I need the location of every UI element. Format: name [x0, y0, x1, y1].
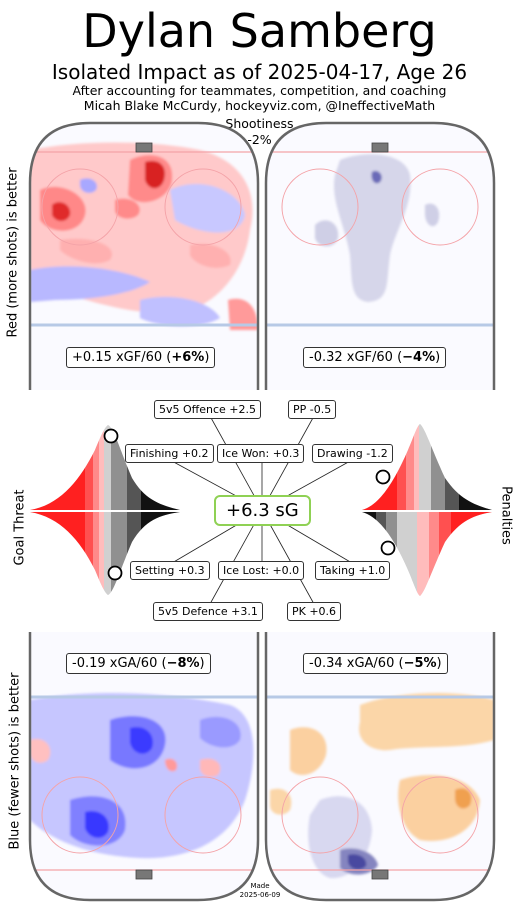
shootiness-value: -2%	[247, 132, 272, 147]
ice-won-component: Ice Won: +0.3	[217, 444, 305, 463]
ice-lost-component: Ice Lost: +0.0	[218, 561, 305, 580]
rink-offence-5v5	[30, 123, 258, 390]
pp-component: PP -0.5	[288, 400, 337, 419]
made-label: Made	[250, 882, 270, 890]
credit-line-2: Micah Blake McCurdy, hockeyviz.com, @Ine…	[83, 98, 436, 113]
defence-pk-box: -0.34 xGA/60 (−5%)	[303, 653, 448, 674]
credit-line-1: After accounting for teammates, competit…	[72, 83, 447, 98]
offence-5v5-box: +0.15 xGF/60 (+6%)	[66, 347, 216, 368]
finishing-component: Finishing +0.2	[125, 444, 214, 463]
taking-component: Taking +1.0	[315, 561, 391, 580]
offence-pp-box: -0.32 xGF/60 (−4%)	[303, 347, 447, 368]
defence-5v5-component: 5v5 Defence +3.1	[153, 602, 263, 621]
rink-defence-pk	[266, 632, 494, 900]
page-title: Dylan Samberg	[82, 4, 437, 58]
defence-5v5-box: -0.19 xGA/60 (−8%)	[66, 653, 211, 674]
pk-component: PK +0.6	[287, 602, 342, 621]
drawing-component: Drawing -1.2	[312, 444, 393, 463]
setting-component: Setting +0.3	[130, 561, 210, 580]
offence-5v5-component: 5v5 Offence +2.5	[154, 400, 262, 419]
shootiness-label: Shootiness	[225, 116, 294, 131]
made-date: 2025-06-09	[239, 891, 281, 899]
finishing-marker	[103, 428, 119, 444]
page-subtitle: Isolated Impact as of 2025-04-17, Age 26	[51, 60, 468, 84]
setting-marker	[107, 565, 123, 581]
taking-marker	[380, 540, 396, 556]
top-left-side-label: Red (more shots) is better	[5, 167, 21, 338]
penalties-label: Penalties	[498, 486, 514, 545]
bottom-left-side-label: Blue (fewer shots) is better	[7, 672, 23, 850]
made-stamp: Made 2025-06-09	[230, 882, 290, 900]
goal-threat-label: Goal Threat	[12, 489, 28, 566]
rink-offence-pp	[266, 123, 494, 390]
drawing-marker	[375, 469, 391, 485]
total-sg-box: +6.3 sG	[214, 495, 311, 526]
rink-defence-5v5	[30, 632, 258, 900]
